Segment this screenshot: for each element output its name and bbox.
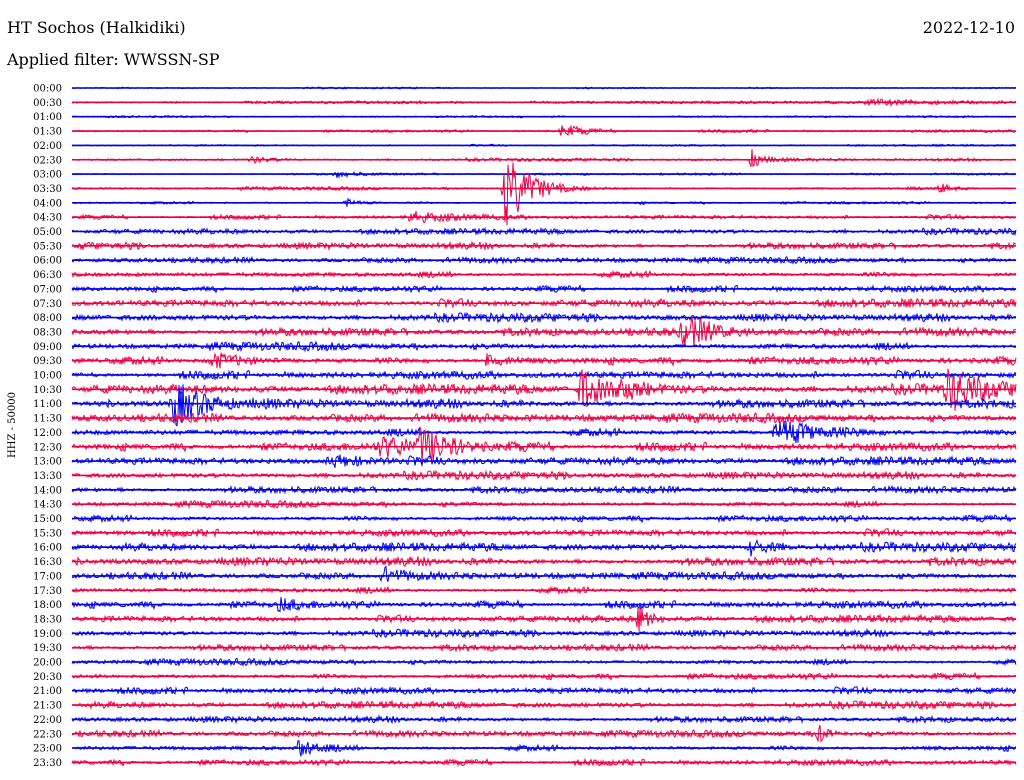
trace-line <box>71 565 1017 583</box>
time-tick-label: 10:30 <box>33 385 62 396</box>
time-tick-label: 11:00 <box>33 399 62 410</box>
y-axis-label: HHZ - 50000 <box>7 392 18 458</box>
trace-line <box>71 352 1017 369</box>
time-tick-label: 20:00 <box>33 658 62 669</box>
time-tick-label: 03:30 <box>33 184 62 195</box>
time-tick-label: 12:00 <box>33 428 62 439</box>
trace-line <box>71 538 1017 557</box>
time-tick-label: 20:30 <box>33 672 62 683</box>
trace-line <box>71 171 1017 179</box>
time-tick-label: 22:30 <box>33 729 62 740</box>
time-tick-label: 21:30 <box>33 701 62 712</box>
time-tick-label: 15:30 <box>33 528 62 539</box>
filter-label: Applied filter: WWSSN-SP <box>7 50 220 69</box>
time-tick-label: 09:30 <box>33 356 62 367</box>
trace-line <box>71 597 1017 613</box>
time-tick-label: 18:00 <box>33 600 62 611</box>
time-tick-label: 04:00 <box>33 198 62 209</box>
time-tick-label: 13:00 <box>33 457 62 468</box>
time-tick-label: 10:00 <box>33 371 62 382</box>
time-tick-label: 19:30 <box>33 643 62 654</box>
station-title: HT Sochos (Halkidiki) <box>7 18 186 37</box>
time-tick-label: 15:00 <box>33 514 62 525</box>
time-tick-label: 16:30 <box>33 557 62 568</box>
time-tick-label: 04:30 <box>33 213 62 224</box>
time-tick-label: 17:00 <box>33 571 62 582</box>
time-tick-label: 06:00 <box>33 256 62 267</box>
trace-line <box>71 311 1017 324</box>
time-tick-label: 07:30 <box>33 299 62 310</box>
date-label: 2022-12-10 <box>922 18 1015 37</box>
time-tick-label: 13:30 <box>33 471 62 482</box>
time-tick-label: 19:00 <box>33 629 62 640</box>
time-tick-label: 08:30 <box>33 327 62 338</box>
time-tick-label: 22:00 <box>33 715 62 726</box>
time-tick-label: 17:30 <box>33 586 62 597</box>
trace-line <box>71 642 1017 653</box>
time-tick-label: 01:30 <box>33 127 62 138</box>
trace-line <box>71 499 1017 510</box>
time-labels-group: 00:00 00:30 01:00 01:30 02:00 02:30 03:00 03:30… <box>33 84 62 769</box>
time-tick-label: 23:00 <box>33 744 62 755</box>
time-tick-label: 05:00 <box>33 227 62 238</box>
time-tick-label: 00:30 <box>33 98 62 109</box>
time-tick-label: 23:30 <box>33 758 62 769</box>
time-tick-label: 07:00 <box>33 284 62 295</box>
time-tick-label: 03:00 <box>33 170 62 181</box>
trace-line <box>71 149 1017 167</box>
traces-group <box>71 86 1017 768</box>
time-tick-label: 18:30 <box>33 614 62 625</box>
time-tick-label: 14:30 <box>33 500 62 511</box>
time-tick-label: 08:00 <box>33 313 62 324</box>
time-tick-label: 11:30 <box>33 414 62 425</box>
time-tick-label: 02:00 <box>33 141 62 152</box>
time-tick-label: 05:30 <box>33 241 62 252</box>
time-tick-label: 16:00 <box>33 543 62 554</box>
time-tick-label: 01:00 <box>33 112 62 123</box>
time-tick-label: 06:30 <box>33 270 62 281</box>
time-tick-label: 12:30 <box>33 442 62 453</box>
time-tick-label: 14:00 <box>33 485 62 496</box>
time-tick-label: 21:00 <box>33 686 62 697</box>
time-tick-label: 00:00 <box>33 84 62 95</box>
time-tick-label: 09:00 <box>33 342 62 353</box>
time-tick-label: 02:30 <box>33 155 62 166</box>
